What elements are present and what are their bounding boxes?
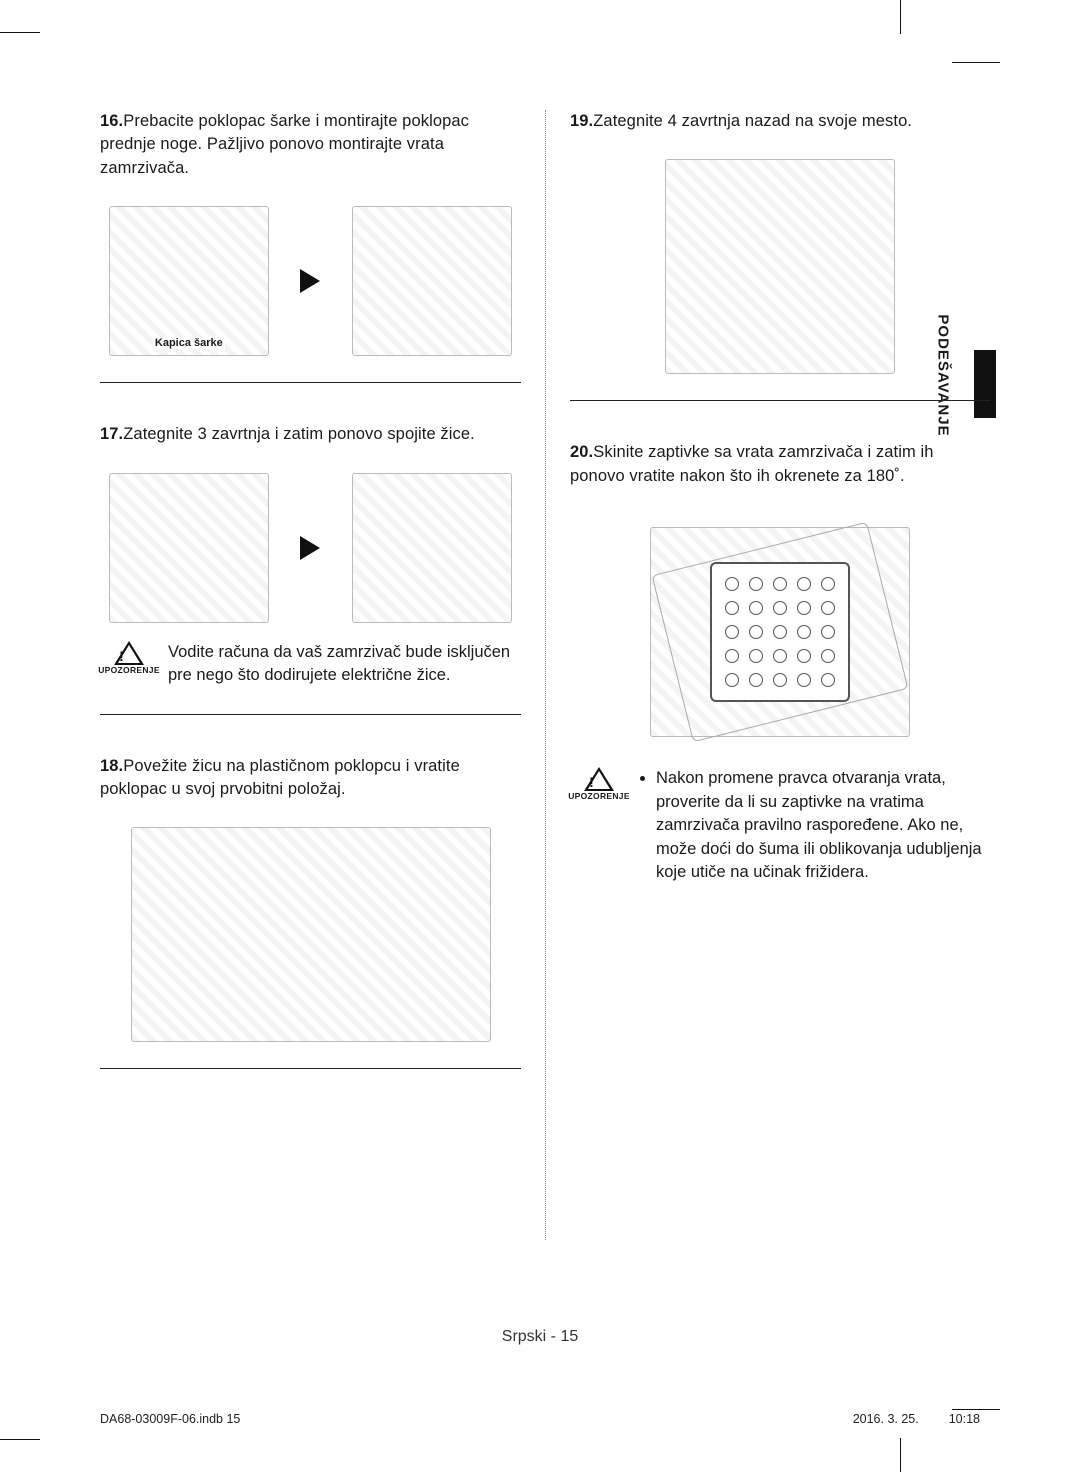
step-body: Prebacite poklopac šarke i montirajte po… <box>100 112 469 177</box>
figure-18-row <box>100 827 521 1042</box>
step-number: 16. <box>100 112 123 130</box>
page-footer-meta: DA68-03009F-06.indb 15 2016. 3. 25. 10:1… <box>100 1412 980 1426</box>
footer-date: 2016. 3. 25. <box>853 1412 919 1426</box>
step-text: 17.Zategnite 3 zavrtnja i zatim ponovo s… <box>100 423 521 446</box>
step-17: 17.Zategnite 3 zavrtnja i zatim ponovo s… <box>100 423 521 446</box>
footer-datetime: 2016. 3. 25. 10:18 <box>853 1412 980 1426</box>
figure-17-right <box>352 473 512 623</box>
warning-17-text: Vodite računa da vaš zamrzivač bude iskl… <box>168 641 521 688</box>
figure-20 <box>570 514 990 749</box>
figure-17-row <box>100 473 521 623</box>
left-column: 16.Prebacite poklopac šarke i montirajte… <box>100 110 545 1240</box>
step-number: 18. <box>100 757 123 775</box>
step-body: Zategnite 4 zavrtnja nazad na svoje mest… <box>593 112 912 130</box>
arrow-right-icon <box>300 269 320 293</box>
figure-17 <box>100 473 521 623</box>
step-18: 18.Povežite žicu na plastičnom poklopcu … <box>100 755 521 802</box>
step-number: 17. <box>100 425 123 443</box>
step-number: 19. <box>570 112 593 130</box>
divider <box>100 382 521 383</box>
figure-18-image <box>131 827 491 1042</box>
crop-mark <box>0 32 40 33</box>
manual-page: PODEŠAVANJE 16.Prebacite poklopac šarke … <box>0 0 1080 1472</box>
step-16: 16.Prebacite poklopac šarke i montirajte… <box>100 110 521 180</box>
figure-19-row <box>570 159 990 374</box>
figure-20-row <box>570 514 990 749</box>
step-19: 19.Zategnite 4 zavrtnja nazad na svoje m… <box>570 110 990 133</box>
crop-mark <box>900 1438 901 1472</box>
step-text: 20.Skinite zaptivke sa vrata zamrzivača … <box>570 441 990 488</box>
footer-sep: - <box>546 1328 560 1345</box>
warning-icon: ! UPOZORENJE <box>100 641 158 675</box>
right-column: 19.Zategnite 4 zavrtnja nazad na svoje m… <box>545 110 990 1240</box>
step-body: Skinite zaptivke sa vrata zamrzivača i z… <box>570 443 934 484</box>
step-text: 16.Prebacite poklopac šarke i montirajte… <box>100 110 521 180</box>
warning-icon: ! UPOZORENJE <box>570 767 628 801</box>
crop-mark <box>952 1409 1000 1410</box>
figure-16-left: Kapica šarke <box>109 206 269 356</box>
footer-filename: DA68-03009F-06.indb 15 <box>100 1412 240 1426</box>
step-body: Povežite žicu na plastičnom poklopcu i v… <box>100 757 460 798</box>
step-20: 20.Skinite zaptivke sa vrata zamrzivača … <box>570 441 990 488</box>
figure-16-caption: Kapica šarke <box>153 337 225 349</box>
warning-20: ! UPOZORENJE Nakon promene pravca otvara… <box>570 767 990 884</box>
warning-bang: ! <box>577 775 607 789</box>
divider <box>570 400 990 401</box>
warning-label: UPOZORENJE <box>98 665 160 675</box>
figure-17-left <box>109 473 269 623</box>
crop-mark <box>900 0 901 34</box>
step-number: 20. <box>570 443 593 461</box>
step-text: 19.Zategnite 4 zavrtnja nazad na svoje m… <box>570 110 990 133</box>
crop-mark <box>0 1439 40 1440</box>
gasket-rotated-outline <box>651 521 908 742</box>
footer-time: 10:18 <box>949 1412 980 1426</box>
figure-16-row: Kapica šarke <box>100 206 521 356</box>
warning-17: ! UPOZORENJE Vodite računa da vaš zamrzi… <box>100 641 521 688</box>
step-text: 18.Povežite žicu na plastičnom poklopcu … <box>100 755 521 802</box>
figure-19-image <box>665 159 895 374</box>
divider <box>100 714 521 715</box>
warning-label: UPOZORENJE <box>568 791 630 801</box>
footer-language: Srpski <box>502 1328 546 1345</box>
figure-20-gasket <box>650 527 910 737</box>
warning-20-text: Nakon promene pravca otvaranja vrata, pr… <box>656 767 990 884</box>
crop-mark <box>952 62 1000 63</box>
footer-page-number: 15 <box>560 1328 578 1345</box>
warning-bang: ! <box>107 649 137 663</box>
figure-16: Kapica šarke <box>100 206 521 356</box>
page-footer-center: Srpski - 15 <box>0 1328 1080 1346</box>
figure-19 <box>570 159 990 374</box>
figure-18 <box>100 827 521 1042</box>
step-body: Zategnite 3 zavrtnja i zatim ponovo spoj… <box>123 425 475 443</box>
figure-16-right <box>352 206 512 356</box>
two-column-layout: 16.Prebacite poklopac šarke i montirajte… <box>100 110 990 1240</box>
divider <box>100 1068 521 1069</box>
warning-20-list: Nakon promene pravca otvaranja vrata, pr… <box>638 767 990 884</box>
arrow-right-icon <box>300 536 320 560</box>
